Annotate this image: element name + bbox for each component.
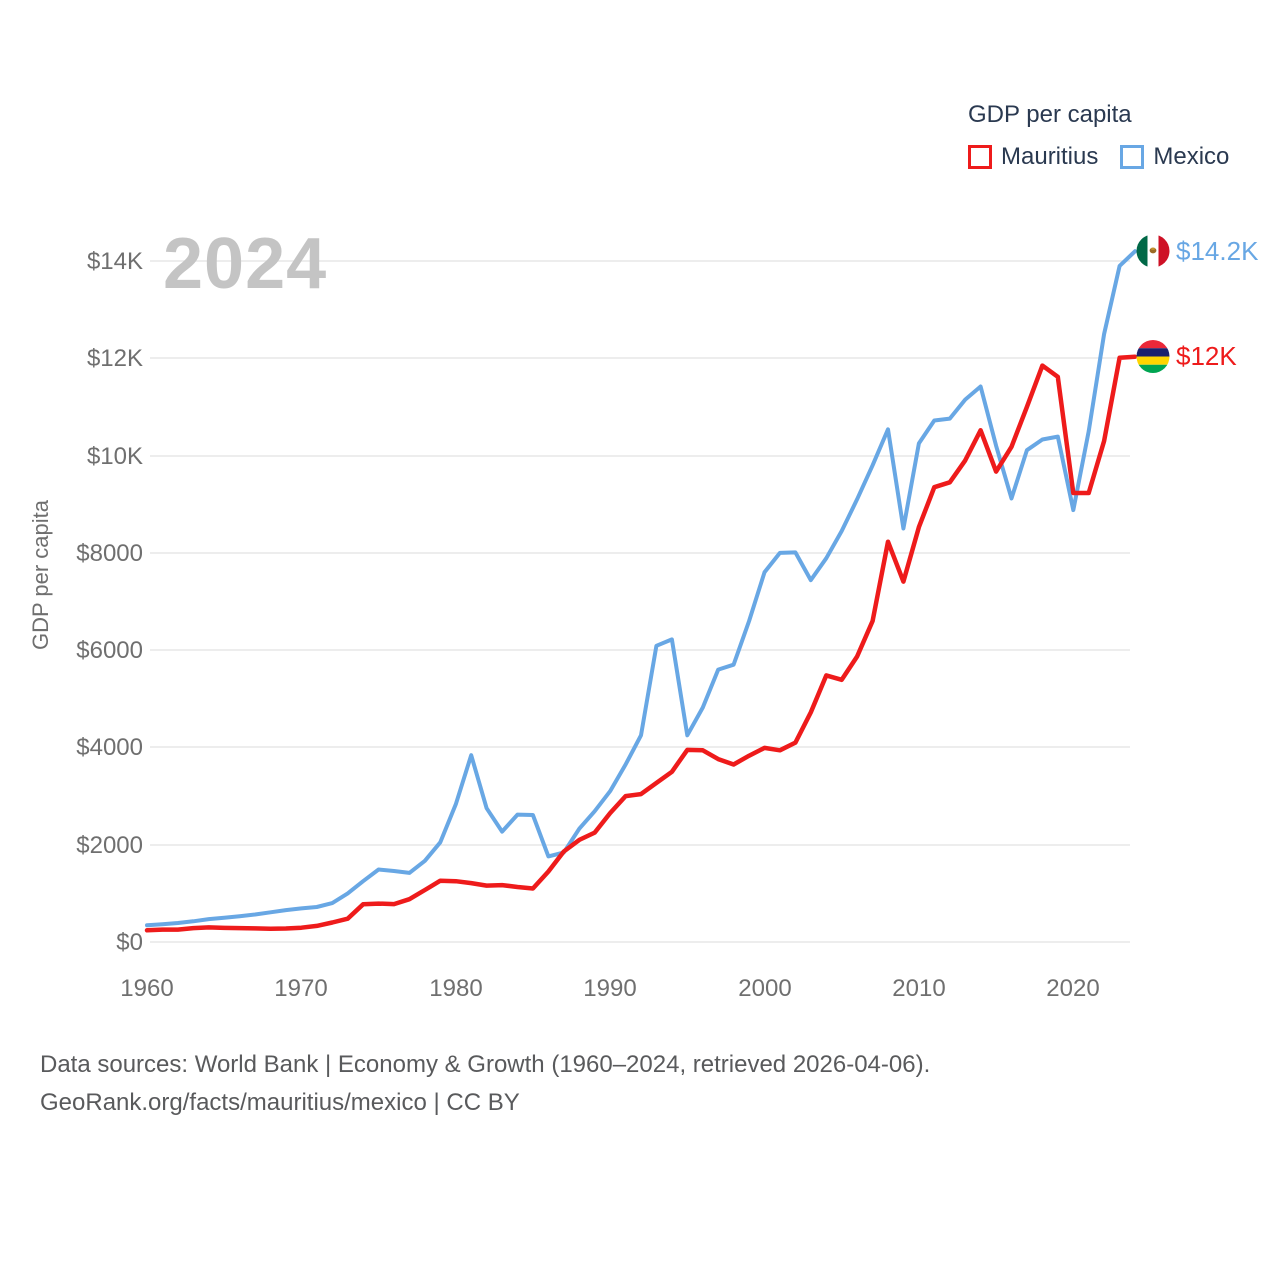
- legend-label-mauritius: Mauritius: [1001, 143, 1099, 170]
- y-axis-tick-label: $14K: [87, 248, 143, 275]
- footer: Data sources: World Bank | Economy & Gro…: [40, 1046, 930, 1122]
- legend-item-mexico[interactable]: Mexico: [1120, 143, 1229, 171]
- mexico-line[interactable]: [145, 249, 1137, 928]
- x-axis-tick-label: 2000: [738, 975, 791, 1002]
- year-watermark: 2024: [163, 224, 328, 304]
- x-axis-tick-label: 1960: [120, 975, 173, 1002]
- y-axis-tick-label: $0: [116, 929, 143, 956]
- mexico-flag-icon: [1136, 234, 1170, 268]
- y-axis-tick-label: $6000: [76, 637, 143, 664]
- data-source-text: Data sources: World Bank | Economy & Gro…: [40, 1051, 931, 1078]
- legend-row: Mauritius Mexico: [968, 143, 1229, 171]
- gridlines: [150, 260, 1130, 943]
- x-axis-tick-label: 1980: [429, 975, 482, 1002]
- mauritius-value-label: $12K: [1176, 341, 1237, 371]
- y-axis-tick-label: $4000: [76, 734, 143, 761]
- x-axis-tick-label: 2010: [892, 975, 945, 1002]
- legend: GDP per capita Mauritius Mexico: [968, 101, 1229, 171]
- mauritius-swatch-icon: [968, 145, 992, 169]
- y-axis-tick-label: $10K: [87, 443, 143, 470]
- legend-label-mexico: Mexico: [1153, 143, 1230, 170]
- mauritius-flag-icon: [1136, 340, 1170, 373]
- y-axis: $0 $2000 $4000 $6000 $8000 $10K $12K $14…: [76, 248, 143, 956]
- mauritius-line[interactable]: [144, 354, 1138, 933]
- attribution-text: GeoRank.org/facts/mauritius/mexico | CC …: [40, 1089, 520, 1116]
- x-axis-tick-label: 1990: [583, 975, 636, 1002]
- y-axis-tick-label: $12K: [87, 345, 143, 372]
- x-axis-tick-label: 2020: [1046, 975, 1099, 1002]
- y-axis-title: GDP per capita: [28, 499, 53, 650]
- mexico-value-label: $14.2K: [1176, 236, 1259, 266]
- legend-item-mauritius[interactable]: Mauritius: [968, 143, 1098, 171]
- x-axis: 1960 1970 1980 1990 2000 2010 2020: [120, 975, 1099, 1002]
- y-axis-tick-label: $2000: [76, 832, 143, 859]
- y-axis-tick-label: $8000: [76, 540, 143, 567]
- x-axis-tick-label: 1970: [274, 975, 327, 1002]
- mexico-swatch-icon: [1120, 145, 1145, 169]
- legend-title: GDP per capita: [968, 101, 1132, 128]
